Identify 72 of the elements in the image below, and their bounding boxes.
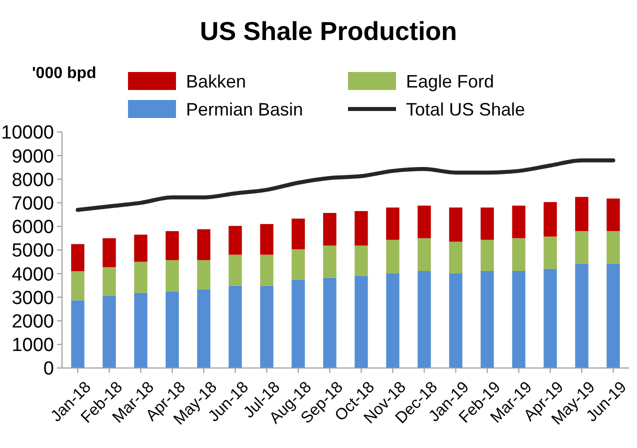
legend-label: Permian Basin (186, 99, 304, 120)
bar (480, 240, 494, 272)
bar (260, 254, 274, 286)
bar (480, 208, 494, 240)
bar (228, 226, 242, 255)
bar (512, 238, 526, 272)
bar (228, 254, 242, 286)
bar (71, 244, 84, 272)
bar (354, 246, 368, 276)
bar (71, 300, 84, 368)
bar (197, 229, 210, 260)
bar (386, 273, 400, 368)
y-tick-label: 8000 (12, 170, 54, 191)
y-axis-title: '000 bpd (32, 65, 96, 82)
bar (292, 249, 305, 280)
bar (260, 224, 274, 255)
bar (323, 278, 336, 368)
bar (354, 276, 368, 368)
y-tick-label: 2000 (12, 311, 54, 332)
y-tick-label: 4000 (12, 264, 54, 286)
bar (197, 260, 210, 290)
bar (260, 286, 274, 368)
bar (166, 231, 179, 260)
bar (544, 202, 557, 237)
y-tick-label: 6000 (12, 217, 54, 238)
bar (292, 218, 305, 250)
bar (544, 268, 557, 368)
bar (544, 236, 557, 269)
bar (166, 291, 179, 368)
bar (449, 242, 462, 274)
bar (575, 264, 588, 368)
y-tick-label: 5000 (12, 240, 54, 262)
bar (166, 260, 179, 292)
y-tick-label: 9000 (12, 146, 54, 168)
bar (292, 280, 305, 368)
bar (102, 267, 116, 296)
bar (575, 196, 588, 232)
y-tick-label: 3000 (12, 288, 54, 309)
bar (575, 231, 588, 264)
legend-label: Total US Shale (406, 99, 526, 120)
y-tick-label: 0 (43, 358, 54, 380)
y-tick-label: 10000 (1, 122, 54, 144)
bar (354, 211, 368, 246)
bar (228, 286, 242, 368)
bar (386, 208, 400, 240)
chart-title: US Shale Production (200, 16, 458, 46)
bar (606, 231, 620, 264)
bar (418, 206, 431, 238)
legend-label: Bakken (186, 71, 246, 92)
y-tick-label: 7000 (12, 193, 54, 214)
bar (418, 271, 431, 368)
bar (449, 208, 462, 242)
bar (323, 212, 336, 246)
bar (134, 262, 148, 293)
bar (606, 264, 620, 368)
bar (197, 289, 210, 368)
bar (134, 292, 148, 368)
bar (606, 198, 620, 232)
bar (386, 240, 400, 274)
legend-label: Eagle Ford (406, 71, 494, 92)
bar (71, 271, 84, 300)
bar (480, 271, 494, 368)
bar (102, 238, 116, 268)
bar (323, 246, 336, 278)
bar (449, 273, 462, 368)
bar (134, 234, 148, 262)
y-tick-label: 1000 (12, 335, 54, 356)
line-series (76, 158, 616, 212)
bar (512, 206, 526, 238)
bar (418, 238, 431, 272)
bar (512, 271, 526, 368)
bar (102, 296, 116, 368)
